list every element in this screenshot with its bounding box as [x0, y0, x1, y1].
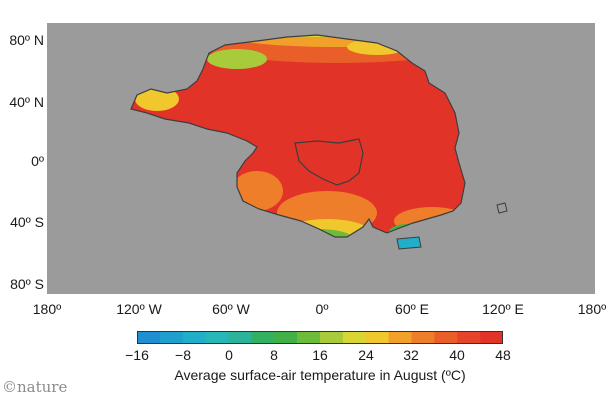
lon-label-120e: 120º E — [482, 301, 524, 317]
supercontinent-map — [47, 23, 595, 294]
lat-label-40n: 40º N — [9, 94, 44, 110]
lon-label-120w: 120º W — [116, 301, 162, 317]
colorbar-tick-label: −16 — [125, 347, 149, 363]
lon-label-180w: 180º — [32, 301, 62, 317]
colorbar-segment — [342, 331, 367, 344]
colorbar-segment — [251, 331, 275, 344]
nature-credit-logo: ©nature — [2, 378, 68, 396]
colorbar-segment — [274, 331, 298, 344]
colorbar-segment — [434, 331, 458, 344]
colorbar-segment — [480, 331, 504, 344]
lat-label-80n: 80º N — [9, 32, 44, 48]
lon-label-60e: 60º E — [395, 301, 429, 317]
lat-label-80s: 80º S — [10, 276, 44, 292]
lon-label-0: 0º — [315, 301, 329, 317]
colorbar-tick-label: 40 — [449, 347, 465, 363]
lat-label-40s: 40º S — [10, 214, 44, 230]
colorbar-segment — [365, 331, 389, 344]
colorbar-segment — [457, 331, 481, 344]
temperature-colorbar — [137, 331, 504, 344]
colorbar-segment — [297, 331, 321, 344]
colorbar-tick-label: 8 — [270, 347, 278, 363]
colorbar-segment — [159, 331, 184, 344]
colorbar-segment — [205, 331, 229, 344]
small-island — [496, 202, 508, 214]
antarctic-island — [396, 236, 422, 250]
lon-label-60w: 60º W — [212, 301, 250, 317]
colorbar-segment — [411, 331, 435, 344]
colorbar-title: Average surface-air temperature in Augus… — [174, 367, 466, 383]
colorbar-tick-label: 16 — [312, 347, 328, 363]
colorbar-segment — [182, 331, 206, 344]
colorbar-segment — [320, 331, 344, 344]
colorbar-segment — [228, 331, 252, 344]
lon-label-180e: 180º — [577, 301, 607, 317]
colorbar-tick-label: 0 — [225, 347, 233, 363]
colorbar-segment — [137, 331, 161, 344]
colorbar-border — [137, 331, 503, 344]
colorbar-tick-label: 24 — [358, 347, 374, 363]
lat-label-equator: 0º — [31, 153, 44, 169]
colorbar-tick-label: 48 — [495, 347, 511, 363]
colorbar-segment — [388, 331, 412, 344]
colorbar-tick-label: −8 — [175, 347, 191, 363]
colorbar-tick-label: 32 — [403, 347, 419, 363]
